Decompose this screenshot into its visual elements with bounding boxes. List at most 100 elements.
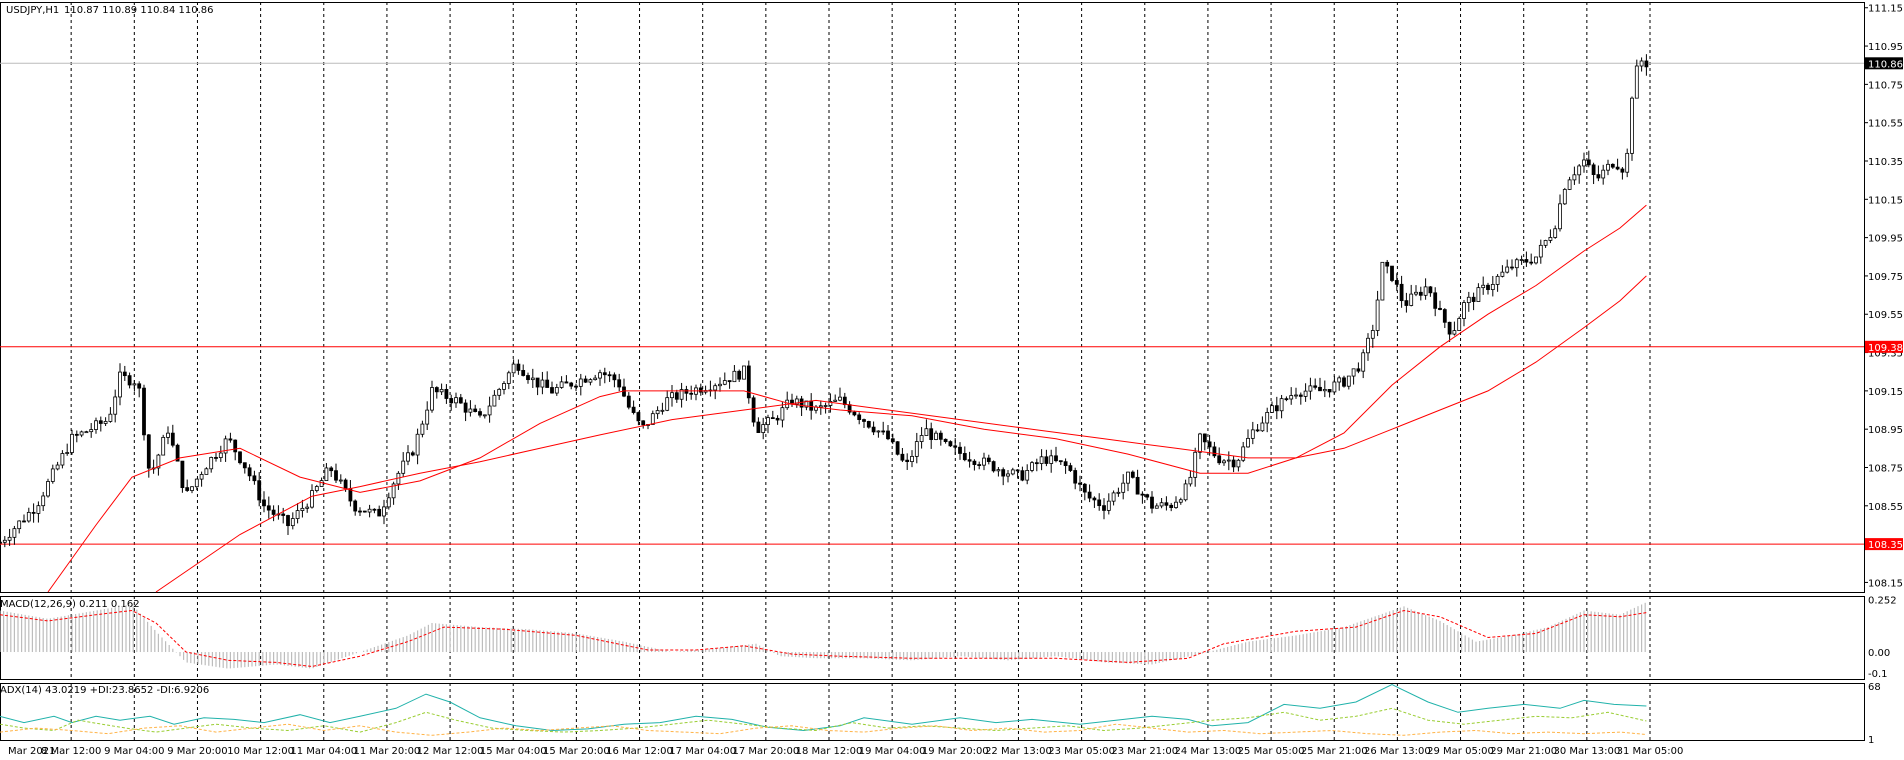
candle-body	[1510, 266, 1514, 269]
macd-tick-label: 0.252	[1868, 596, 1897, 607]
candle-body	[698, 387, 703, 393]
candle-body	[823, 405, 828, 407]
candle-body	[516, 363, 521, 371]
candle-body	[1538, 244, 1543, 258]
candle-body	[1044, 456, 1049, 464]
candle-body	[1188, 476, 1193, 485]
candle-body	[583, 378, 588, 383]
ma-slow-line	[155, 275, 1647, 593]
candle-body	[1198, 433, 1202, 453]
candle-body	[626, 395, 631, 408]
candle-body	[1202, 433, 1207, 443]
candle-body	[1476, 287, 1481, 302]
candle-body	[401, 460, 406, 474]
candle-body	[540, 379, 545, 388]
candle-body	[660, 409, 665, 412]
candle-body	[1164, 502, 1169, 506]
candle-body	[463, 402, 468, 413]
candle-body	[343, 479, 348, 489]
candle-body	[862, 419, 866, 422]
candle-body	[1409, 293, 1414, 306]
candle-body	[766, 417, 770, 426]
x-tick-label: 9 Mar 20:00	[167, 746, 227, 757]
candle-body	[1644, 60, 1649, 68]
candle-body	[1289, 395, 1294, 400]
x-tick-label: 17 Mar 20:00	[732, 746, 799, 757]
candle-body	[1356, 368, 1361, 372]
candle-body	[506, 372, 511, 384]
candle-body	[1260, 422, 1265, 432]
candle-body	[1351, 368, 1356, 377]
candle-body	[137, 383, 142, 389]
level-tag	[1865, 340, 1903, 353]
candle-body	[794, 398, 799, 405]
candle-body	[1423, 286, 1428, 296]
y-tick-label: 109.55	[1868, 310, 1903, 321]
x-tick-label: 26 Mar 13:00	[1364, 746, 1431, 757]
candle-body	[828, 400, 833, 406]
candle-body	[377, 508, 382, 517]
candle-body	[1078, 482, 1082, 485]
candle-body	[118, 371, 122, 398]
macd-title: MACD(12,26,9) 0.211 0.162	[0, 599, 140, 610]
candle-body	[1130, 471, 1135, 478]
x-tick-label: 19 Mar 04:00	[859, 746, 926, 757]
candle-body	[1068, 465, 1073, 471]
x-tick-label: 15 Mar 04:00	[480, 746, 547, 757]
candle-body	[223, 438, 228, 454]
candle-body	[689, 392, 694, 395]
candle-body	[1006, 473, 1010, 477]
candle-body	[468, 408, 473, 413]
candle-body	[852, 411, 857, 416]
level-tag-label: 108.35	[1868, 540, 1903, 551]
price-axis[interactable]: 111.15 110.95 110.75 110.55 110.35 110.15 109.…	[1864, 4, 1903, 746]
candle-body	[833, 399, 838, 402]
candle-body	[358, 510, 362, 513]
candle-body	[986, 457, 991, 462]
candle-body	[670, 392, 674, 399]
y-tick-label: 108.95	[1868, 425, 1903, 436]
candle-body	[655, 410, 660, 415]
candle-body	[727, 380, 732, 383]
candle-body	[1404, 300, 1409, 306]
candle-body	[1466, 296, 1471, 304]
y-tick-label: 109.95	[1868, 234, 1903, 245]
candle-body	[305, 506, 310, 509]
candle-body	[1438, 307, 1442, 310]
candle-body	[713, 385, 718, 391]
candle-body	[142, 387, 146, 436]
level-tag-label: 109.38	[1868, 343, 1903, 354]
candle-body	[233, 439, 238, 453]
candle-body	[271, 509, 276, 515]
current-price-tag	[1865, 57, 1903, 70]
candle-body	[1313, 385, 1318, 388]
candle-body	[1366, 337, 1370, 354]
panel-border	[0, 2, 1865, 593]
y-tick-label: 110.15	[1868, 195, 1903, 206]
x-tick-label: 15 Mar 20:00	[543, 746, 610, 757]
candle-body	[0, 541, 2, 544]
candle-body	[1154, 505, 1159, 509]
candle-body	[871, 426, 876, 433]
candle-body	[98, 420, 103, 424]
candle-body	[1586, 159, 1591, 166]
candle-body	[12, 528, 17, 538]
candle-body	[300, 507, 305, 511]
candle-body	[190, 486, 194, 491]
candle-body	[1082, 483, 1087, 493]
candle-body	[526, 375, 530, 381]
y-tick-label: 110.55	[1868, 119, 1903, 130]
candle-body	[7, 536, 12, 541]
candle-body	[444, 388, 449, 399]
candle-body	[761, 424, 766, 433]
candle-body	[1073, 470, 1078, 484]
candle-body	[934, 432, 938, 440]
candle-body	[1001, 469, 1006, 477]
candle-body	[127, 375, 132, 386]
candle-body	[1298, 394, 1303, 397]
candle-body	[1087, 491, 1092, 499]
candle-body	[770, 417, 775, 420]
candle-body	[1236, 459, 1241, 468]
candle-body	[742, 365, 746, 380]
